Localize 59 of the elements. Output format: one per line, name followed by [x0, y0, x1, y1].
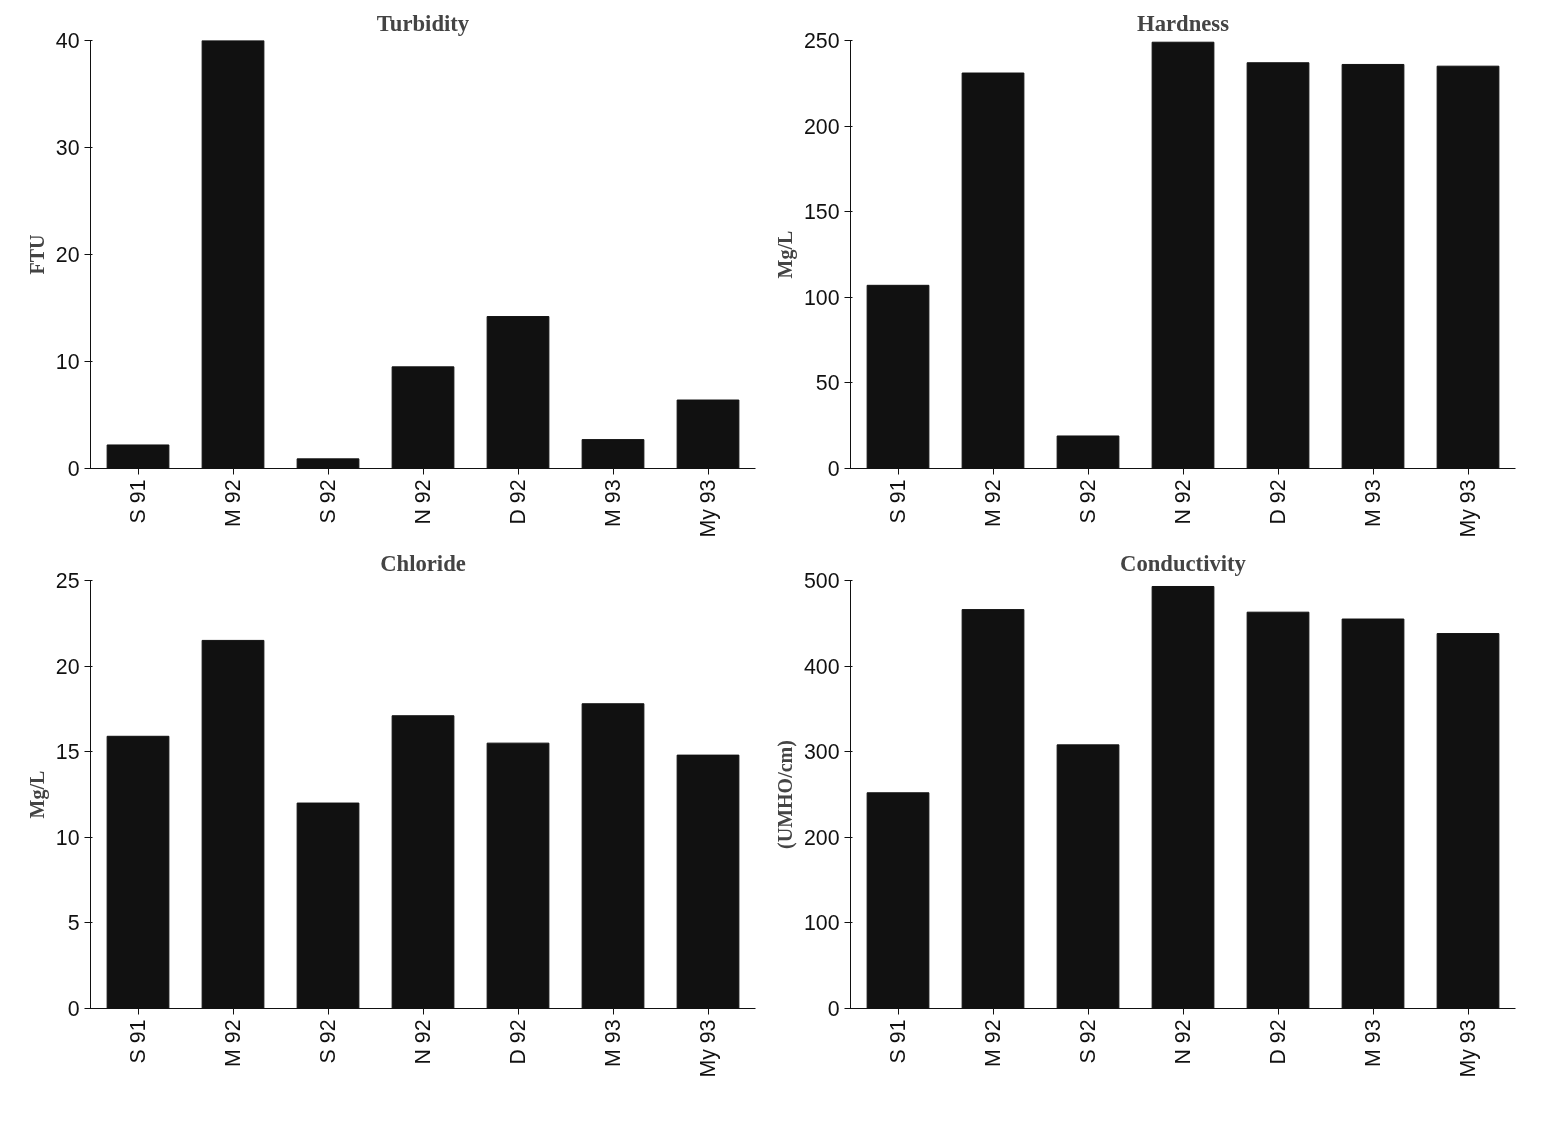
x-tick-label: My 93 [1456, 1019, 1480, 1078]
x-tick-label: M 92 [221, 1019, 245, 1067]
y-tick-label: 0 [67, 997, 80, 1021]
x-tick-label: My 93 [696, 1019, 720, 1078]
y-axis-title: Mg/L [25, 770, 49, 819]
x-tick-label: D 92 [1266, 1019, 1290, 1065]
y-tick-label: 5 [67, 911, 80, 936]
chart-title: Turbidity [376, 10, 470, 36]
x-tick-label: M 92 [981, 479, 1005, 527]
x-tick-label: M 93 [1361, 479, 1385, 527]
y-tick-label: 10 [55, 825, 80, 850]
y-tick-label: 500 [803, 569, 840, 593]
y-tick-label: 200 [803, 114, 840, 139]
y-tick-label: 15 [55, 740, 80, 765]
y-tick-label: 300 [803, 740, 840, 765]
y-tick-label: 0 [827, 457, 840, 481]
y-tick-label: 40 [55, 29, 80, 53]
y-tick-label: 150 [803, 200, 840, 225]
x-tick-label: S 92 [316, 1019, 340, 1064]
y-tick-label: 250 [803, 29, 840, 53]
y-tick-label: 100 [803, 911, 840, 936]
y-tick-label: 400 [803, 654, 840, 679]
chart-title: Hardness [1137, 10, 1230, 36]
x-tick-label: M 93 [601, 1019, 625, 1067]
x-tick-label: N 92 [1171, 1019, 1195, 1065]
x-tick-label: M 93 [601, 479, 625, 527]
x-tick-label: M 92 [981, 1019, 1005, 1067]
x-tick-label: S 91 [126, 479, 150, 524]
x-tick-label: N 92 [411, 479, 435, 525]
y-tick-label: 20 [55, 654, 80, 679]
x-tick-label: S 92 [1076, 479, 1100, 524]
y-tick-label: 20 [55, 243, 80, 267]
x-tick-label: My 93 [1456, 479, 1480, 538]
y-tick-label: 10 [55, 350, 80, 374]
x-tick-label: S 91 [886, 479, 910, 524]
y-tick-label: 25 [55, 569, 80, 593]
x-tick-label: N 92 [1171, 479, 1195, 525]
y-tick-label: 0 [67, 457, 80, 481]
x-tick-label: N 92 [411, 1019, 435, 1065]
x-tick-label: My 93 [696, 479, 720, 538]
x-tick-label: D 92 [506, 479, 530, 525]
y-tick-label: 100 [803, 285, 840, 310]
x-tick-label: S 91 [886, 1019, 910, 1064]
x-tick-label: S 92 [316, 479, 340, 524]
chart-title: Chloride [380, 550, 466, 576]
y-axis-title: FTU [25, 234, 48, 275]
x-tick-label: S 91 [126, 1019, 150, 1064]
y-tick-label: 30 [55, 136, 80, 160]
x-tick-label: M 92 [221, 479, 245, 527]
x-tick-label: S 92 [1076, 1019, 1100, 1064]
x-tick-label: D 92 [1266, 479, 1290, 525]
y-tick-label: 50 [815, 371, 840, 396]
y-axis-title: Mg/L [773, 230, 797, 279]
x-tick-label: D 92 [506, 1019, 530, 1065]
chart-title: Conductivity [1120, 550, 1247, 576]
y-axis-title: (UMHO/cm) [773, 740, 797, 849]
y-tick-label: 0 [827, 997, 840, 1021]
y-tick-label: 200 [803, 825, 840, 850]
x-tick-label: M 93 [1361, 1019, 1385, 1067]
